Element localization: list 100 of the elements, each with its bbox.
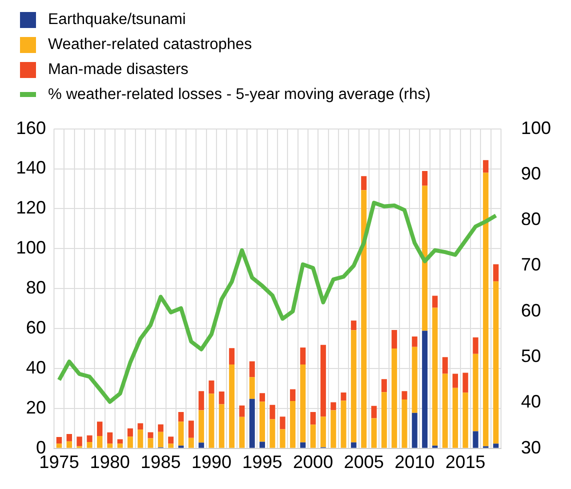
bar <box>392 348 398 448</box>
bar <box>432 296 438 308</box>
bar <box>158 432 164 448</box>
bar <box>127 428 133 437</box>
y-tick-label: 160 <box>16 118 46 138</box>
bar <box>208 394 214 448</box>
bar <box>371 418 377 448</box>
bar <box>117 439 123 444</box>
bar <box>117 444 123 448</box>
bar <box>442 357 448 374</box>
bar <box>260 402 266 442</box>
bar <box>422 186 428 331</box>
bar <box>330 402 336 410</box>
bar <box>493 281 499 444</box>
legend-label: % weather-related losses - 5-year moving average (rhs) <box>48 86 430 104</box>
bar <box>260 442 266 448</box>
y2-tick-label: 100 <box>520 118 552 138</box>
y2-tick-label: 40 <box>520 392 541 412</box>
bar <box>462 392 468 448</box>
bar <box>452 388 458 448</box>
bar <box>452 374 458 388</box>
bar <box>148 438 154 448</box>
x-tick-label: 1990 <box>191 452 232 472</box>
bar <box>249 377 255 399</box>
bar <box>300 442 306 448</box>
bar <box>229 348 235 365</box>
bar <box>482 172 488 446</box>
bar <box>66 434 72 442</box>
bar <box>56 437 62 444</box>
bar <box>310 424 316 448</box>
bar <box>482 160 488 173</box>
bar <box>290 401 296 448</box>
bar <box>402 391 408 400</box>
bar <box>107 444 113 448</box>
legend-label: Weather-related catastrophes <box>48 36 252 54</box>
bar <box>300 348 306 365</box>
bar <box>493 264 499 282</box>
bar <box>422 330 428 448</box>
y2-tick-label: 50 <box>520 346 541 366</box>
bar <box>270 419 276 448</box>
bar <box>412 336 418 347</box>
bar <box>280 429 286 448</box>
bar <box>361 176 367 190</box>
bar <box>218 391 224 404</box>
x-tick-label: 2005 <box>344 452 384 472</box>
bar <box>56 444 62 448</box>
bar <box>432 308 438 446</box>
bar <box>198 391 204 410</box>
y2-tick-label: 90 <box>520 163 541 184</box>
bar <box>178 422 184 446</box>
bar <box>422 170 428 186</box>
x-tick-label: 2000 <box>293 452 334 472</box>
bar <box>381 392 387 448</box>
bar <box>340 400 346 448</box>
bar <box>361 190 367 448</box>
bar <box>188 438 194 448</box>
bar <box>168 436 174 444</box>
bar <box>320 344 326 417</box>
y2-tick-label: 80 <box>520 209 541 230</box>
y-tick-label: 20 <box>26 397 46 418</box>
bar <box>208 380 214 394</box>
bar <box>270 404 276 420</box>
bar <box>107 432 113 444</box>
bar <box>168 444 174 448</box>
bar <box>229 364 235 448</box>
bar <box>493 444 499 448</box>
bar <box>310 412 316 425</box>
bar <box>350 320 356 330</box>
y-tick-label: 40 <box>26 357 46 378</box>
bar <box>392 330 398 349</box>
x-tick-label: 2010 <box>394 452 435 472</box>
bar <box>178 412 184 422</box>
x-tick-label: 1995 <box>242 452 282 472</box>
bar <box>76 436 82 446</box>
bar <box>148 432 154 438</box>
y2-tick-label: 70 <box>520 254 541 275</box>
bar <box>340 392 346 401</box>
bar <box>290 389 296 402</box>
bar <box>472 354 478 432</box>
bar <box>158 424 164 432</box>
y-tick-label: 80 <box>26 278 46 298</box>
y-tick-label: 100 <box>16 238 46 258</box>
x-tick-label: 1980 <box>90 452 130 472</box>
bar <box>97 436 102 448</box>
bar <box>198 442 204 448</box>
bar <box>350 330 356 442</box>
legend-label: Earthquake/tsunami <box>48 10 186 28</box>
bar <box>188 420 194 438</box>
bar <box>249 361 255 378</box>
bar <box>86 435 92 442</box>
bar <box>320 416 326 448</box>
bar <box>138 430 144 448</box>
y2-tick-label: 30 <box>520 437 541 458</box>
bar <box>330 410 336 448</box>
bar <box>218 404 224 448</box>
bar <box>412 346 418 413</box>
bar <box>239 416 245 448</box>
bar <box>280 416 286 430</box>
bar <box>472 431 478 448</box>
y-tick-label: 140 <box>16 158 46 178</box>
